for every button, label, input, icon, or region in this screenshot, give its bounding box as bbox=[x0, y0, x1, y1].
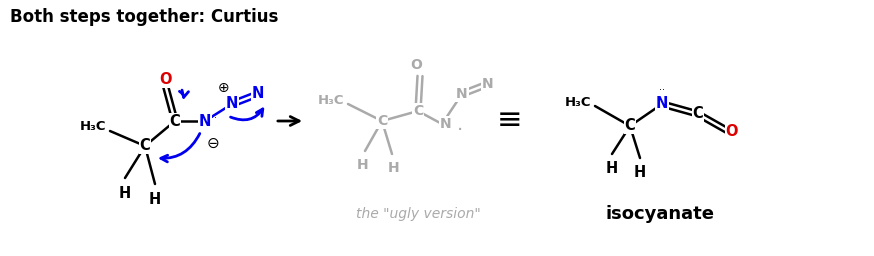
Text: ≡: ≡ bbox=[497, 106, 523, 135]
Text: N: N bbox=[225, 97, 239, 112]
Text: C: C bbox=[140, 138, 150, 154]
Text: H: H bbox=[357, 158, 369, 172]
Text: C: C bbox=[692, 106, 704, 122]
Text: C: C bbox=[170, 113, 180, 129]
Text: ..: .. bbox=[659, 82, 665, 92]
Text: N: N bbox=[440, 117, 452, 131]
Text: C: C bbox=[377, 114, 387, 128]
Text: O: O bbox=[159, 72, 171, 88]
Text: N: N bbox=[456, 87, 468, 101]
Text: H₃C: H₃C bbox=[317, 93, 344, 106]
Text: H₃C: H₃C bbox=[80, 121, 106, 133]
Text: N: N bbox=[198, 113, 212, 129]
Text: O: O bbox=[725, 123, 739, 138]
Text: H: H bbox=[149, 192, 161, 207]
Text: Both steps together: Curtius: Both steps together: Curtius bbox=[10, 8, 279, 26]
Text: ·: · bbox=[457, 121, 463, 140]
Text: H₃C: H₃C bbox=[565, 95, 591, 109]
Text: H: H bbox=[606, 161, 618, 176]
Text: H: H bbox=[119, 186, 131, 201]
Text: isocyanate: isocyanate bbox=[606, 205, 715, 223]
Text: the "ugly version": the "ugly version" bbox=[356, 207, 481, 221]
Text: ⊕: ⊕ bbox=[218, 81, 230, 95]
Text: O: O bbox=[410, 58, 422, 72]
Text: N: N bbox=[482, 77, 494, 91]
Text: ..: .. bbox=[211, 110, 217, 120]
Text: C: C bbox=[625, 119, 635, 133]
Text: N: N bbox=[252, 87, 264, 101]
Text: H: H bbox=[634, 165, 646, 180]
Text: N: N bbox=[656, 97, 669, 112]
Text: ⊖: ⊖ bbox=[206, 135, 219, 151]
Text: H: H bbox=[388, 161, 399, 175]
Text: C: C bbox=[413, 104, 423, 118]
